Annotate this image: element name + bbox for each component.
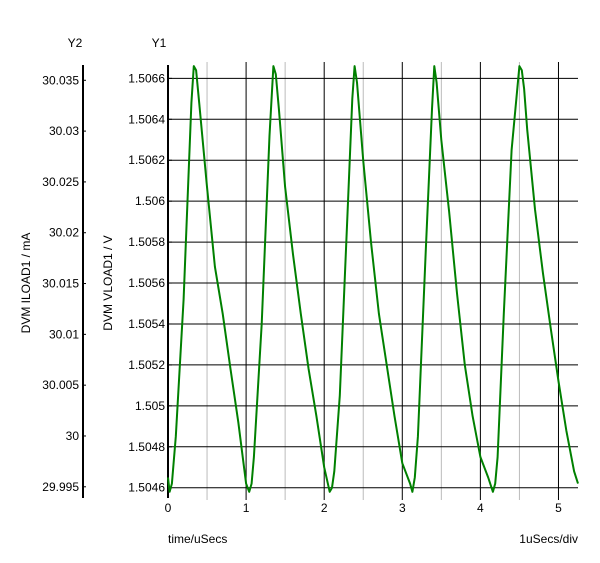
y2-axis-label: DVM ILOAD1 / mA: [19, 233, 33, 334]
series-line: [167, 65, 579, 493]
y2-tick-label: 30.03: [49, 124, 79, 138]
y1-tick-label: 1.5064: [128, 112, 165, 126]
y1-tick-label: 1.5056: [128, 276, 165, 290]
y2-axis-title: Y2: [68, 36, 83, 50]
y1-tick-labels: 1.5046 1.5048 1.505 1.5052 1.5054 1.5056 1.505…: [128, 71, 172, 495]
x-tick-label: 2: [321, 501, 328, 515]
x-scale-label: 1uSecs/div: [519, 532, 578, 546]
y2-tick-label: 30.015: [42, 277, 79, 291]
y1-tick-label: 1.5046: [128, 481, 165, 495]
y1-axis-title: Y1: [152, 36, 167, 50]
y2-tick-label: 30.035: [42, 73, 79, 87]
y1-tick-label: 1.5058: [128, 235, 165, 249]
y2-tick-label: 30.01: [49, 327, 79, 341]
y1-tick-label: 1.5052: [128, 358, 165, 372]
y1-tick-label: 1.5048: [128, 440, 165, 454]
y1-tick-label: 1.5066: [128, 71, 165, 85]
y1-tick-label: 1.5062: [128, 153, 165, 167]
y1-tick-label: 1.5054: [128, 317, 165, 331]
x-tick-label: 1: [243, 501, 250, 515]
x-tick-label: 5: [555, 501, 562, 515]
y1-tick-label: 1.505: [135, 399, 165, 413]
y2-tick-label: 30.005: [42, 378, 79, 392]
y2-tick-labels: 29.995 30 30.005 30.01 30.015 30.02 30.025 30.0…: [42, 73, 86, 494]
x-tick-labels: 0 1 2 3 4 5: [165, 501, 562, 515]
y2-tick-label: 30: [66, 429, 80, 443]
y2-tick-label: 29.995: [42, 480, 79, 494]
y2-tick-label: 30.025: [42, 175, 79, 189]
y1-axis-label: DVM VLOAD1 / V: [101, 235, 115, 330]
x-tick-label: 3: [399, 501, 406, 515]
x-tick-label: 0: [165, 501, 172, 515]
horizontal-gridlines: [168, 77, 578, 489]
y2-tick-label: 30.02: [49, 226, 79, 240]
y1-tick-label: 1.506: [135, 194, 165, 208]
x-axis-label: time/uSecs: [168, 532, 227, 546]
series-lines: [167, 65, 579, 493]
x-tick-label: 4: [477, 501, 484, 515]
